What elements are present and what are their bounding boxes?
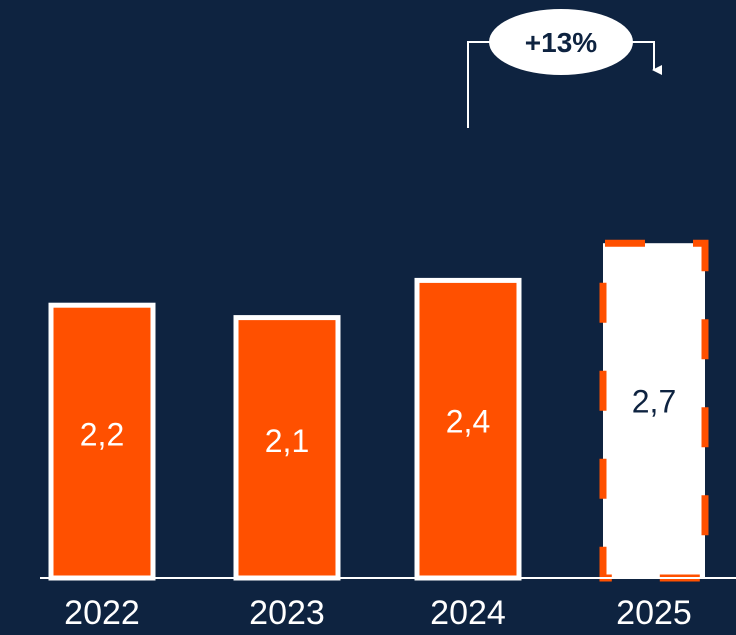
labels-layer: 2,2 2022 2,1 2023 2,4 2024 2,7 2025 <box>64 384 692 632</box>
bars-layer <box>48 239 709 582</box>
x-tick-label: 2022 <box>64 594 140 632</box>
growth-badge-label: +13% <box>525 27 597 58</box>
x-tick-label: 2025 <box>616 594 692 632</box>
bar-value-label: 2,1 <box>265 423 309 459</box>
x-tick-label: 2023 <box>249 594 325 632</box>
bar-2025-dashed-border <box>599 239 709 582</box>
growth-badge <box>489 9 633 75</box>
bar-2022 <box>48 302 156 581</box>
bar-value-label: 2,7 <box>632 384 676 420</box>
x-tick-label: 2024 <box>430 594 506 632</box>
bar-value-label: 2,2 <box>80 416 124 452</box>
bar-2025-projected <box>603 243 705 578</box>
growth-annotation: +13% <box>467 9 662 128</box>
bar-value-label: 2,4 <box>446 403 490 439</box>
